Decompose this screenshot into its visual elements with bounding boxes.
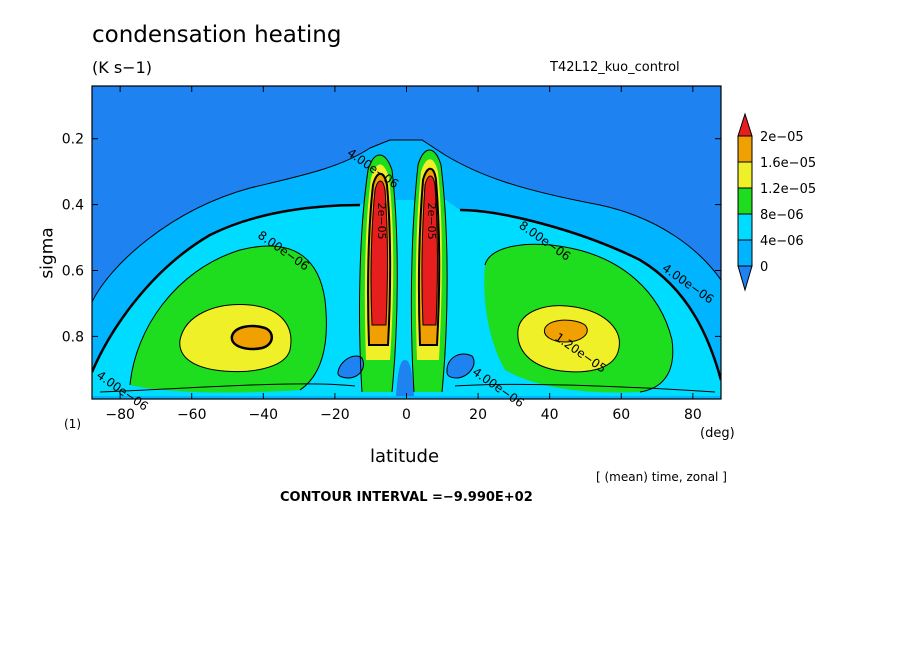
- x-tick-label: 40: [541, 407, 559, 423]
- y-tick-label: 0.4: [62, 198, 84, 214]
- shade-1.6e-05-south: [231, 326, 272, 349]
- x-tick-label: −40: [249, 407, 279, 423]
- x-tick-label: −80: [105, 407, 135, 423]
- chart-title: condensation heating: [92, 22, 342, 48]
- x-axis: −80 −60 −40 −20 0 20 40 60 80: [105, 86, 702, 423]
- colorbar-swatch: [737, 112, 753, 137]
- shade-1.6e-05-north: [544, 320, 588, 342]
- x-tick-label: 60: [612, 407, 630, 423]
- colorbar-label: 8e−06: [760, 208, 804, 223]
- contour-label: 2e−05: [375, 203, 388, 240]
- colorbar-swatch: [737, 239, 753, 267]
- colorbar-swatch: [737, 161, 753, 189]
- x-tick-label: −60: [177, 407, 207, 423]
- chart-units: (K s−1): [92, 58, 152, 77]
- shade-tower-red-south: [371, 181, 388, 325]
- x-tick-label: 20: [469, 407, 487, 423]
- colorbar-label: 0: [760, 260, 768, 275]
- colorbar-swatch: [737, 187, 753, 215]
- x-tick-label: 0: [402, 407, 411, 423]
- colorbar-swatch: [737, 213, 753, 241]
- plot-area: [92, 86, 721, 399]
- shade-tower-red-north: [421, 176, 438, 325]
- x-axis-unit: (deg): [700, 426, 735, 441]
- colorbar-label: 1.6e−05: [760, 156, 816, 171]
- shade-lows-north: [446, 353, 475, 378]
- colorbar: 0 4e−06 8e−06 1.2e−05 1.6e−05 2e−05: [737, 112, 816, 292]
- contour-interval: CONTOUR INTERVAL =−9.990E+02: [280, 490, 533, 505]
- level-note: (1): [64, 417, 81, 431]
- colorbar-label: 2e−05: [760, 130, 804, 145]
- y-axis-label: sigma: [37, 227, 58, 279]
- x-tick-label: 80: [684, 407, 702, 423]
- shade-equator-gap: [396, 360, 414, 396]
- y-tick-label: 0.6: [62, 264, 84, 280]
- y-tick-label: 0.8: [62, 329, 84, 345]
- colorbar-swatch: [737, 265, 753, 292]
- x-axis-label: latitude: [370, 446, 440, 467]
- run-name: T42L12_kuo_control: [550, 60, 680, 75]
- colorbar-swatch: [737, 135, 753, 163]
- average-note: [ (mean) time, zonal ]: [596, 470, 727, 484]
- contour-lines: [92, 139, 721, 393]
- contour-label: 2e−05: [425, 203, 438, 240]
- y-tick-label: 0.2: [62, 132, 84, 148]
- colorbar-label: 1.2e−05: [760, 182, 816, 197]
- y-axis: 0.2 0.4 0.6 0.8: [62, 132, 721, 345]
- x-tick-label: −20: [320, 407, 350, 423]
- colorbar-label: 4e−06: [760, 234, 804, 249]
